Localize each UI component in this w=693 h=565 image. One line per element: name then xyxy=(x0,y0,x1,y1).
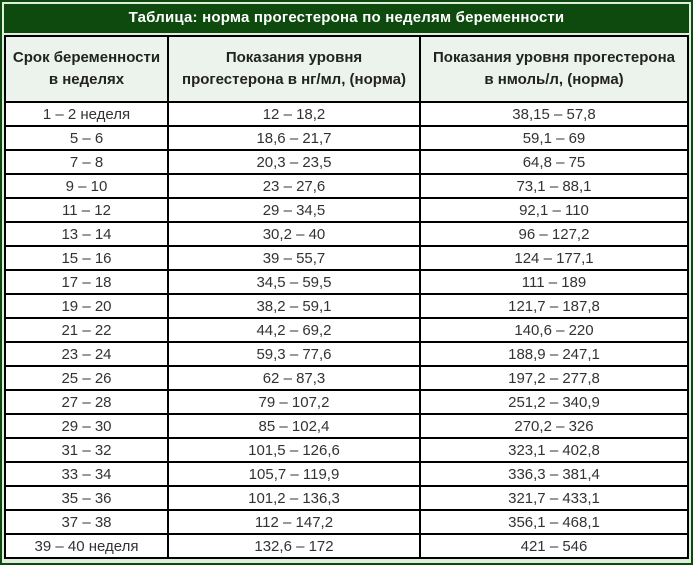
table-row: 31 – 32 101,5 – 126,6 323,1 – 402,8 xyxy=(4,437,689,463)
weeks-cell: 7 – 8 xyxy=(4,149,169,175)
nmol-l-value-cell: 421 – 546 xyxy=(419,533,689,559)
weeks-cell: 9 – 10 xyxy=(4,173,169,199)
ng-ml-value-cell: 132,6 – 172 xyxy=(167,533,421,559)
ng-ml-value-cell: 39 – 55,7 xyxy=(167,245,421,271)
column-header-weeks: Срок беременности в неделях xyxy=(4,35,169,103)
table-row: 27 – 28 79 – 107,2 251,2 – 340,9 xyxy=(4,389,689,415)
ng-ml-value-cell: 20,3 – 23,5 xyxy=(167,149,421,175)
ng-ml-value-cell: 34,5 – 59,5 xyxy=(167,269,421,295)
ng-ml-value-cell: 38,2 – 59,1 xyxy=(167,293,421,319)
ng-ml-value-cell: 85 – 102,4 xyxy=(167,413,421,439)
table-row: 11 – 12 29 – 34,5 92,1 – 110 xyxy=(4,197,689,223)
nmol-l-value-cell: 188,9 – 247,1 xyxy=(419,341,689,367)
ng-ml-value-cell: 79 – 107,2 xyxy=(167,389,421,415)
ng-ml-value-cell: 62 – 87,3 xyxy=(167,365,421,391)
ng-ml-value-cell: 59,3 – 77,6 xyxy=(167,341,421,367)
weeks-cell: 15 – 16 xyxy=(4,245,169,271)
nmol-l-value-cell: 251,2 – 340,9 xyxy=(419,389,689,415)
nmol-l-value-cell: 96 – 127,2 xyxy=(419,221,689,247)
nmol-l-value-cell: 140,6 – 220 xyxy=(419,317,689,343)
nmol-l-value-cell: 73,1 – 88,1 xyxy=(419,173,689,199)
weeks-cell: 29 – 30 xyxy=(4,413,169,439)
column-header-ng-ml: Показания уровня прогестерона в нг/мл, (… xyxy=(167,35,421,103)
weeks-cell: 39 – 40 неделя xyxy=(4,533,169,559)
table-row: 35 – 36 101,2 – 136,3 321,7 – 433,1 xyxy=(4,485,689,511)
table-row: 1 – 2 неделя 12 – 18,2 38,15 – 57,8 xyxy=(4,101,689,127)
ng-ml-value-cell: 18,6 – 21,7 xyxy=(167,125,421,151)
weeks-cell: 27 – 28 xyxy=(4,389,169,415)
nmol-l-value-cell: 64,8 – 75 xyxy=(419,149,689,175)
table-row: 33 – 34 105,7 – 119,9 336,3 – 381,4 xyxy=(4,461,689,487)
table-row: 23 – 24 59,3 – 77,6 188,9 – 247,1 xyxy=(4,341,689,367)
table-title: Таблица: норма прогестерона по неделям б… xyxy=(4,4,689,33)
nmol-l-value-cell: 92,1 – 110 xyxy=(419,197,689,223)
table-row: 15 – 16 39 – 55,7 124 – 177,1 xyxy=(4,245,689,271)
table-row: 21 – 22 44,2 – 69,2 140,6 – 220 xyxy=(4,317,689,343)
nmol-l-value-cell: 323,1 – 402,8 xyxy=(419,437,689,463)
weeks-cell: 35 – 36 xyxy=(4,485,169,511)
column-header-nmol-l: Показания уровня прогестерона в нмоль/л,… xyxy=(419,35,689,103)
table-row: 17 – 18 34,5 – 59,5 111 – 189 xyxy=(4,269,689,295)
ng-ml-value-cell: 112 – 147,2 xyxy=(167,509,421,535)
table-row: 25 – 26 62 – 87,3 197,2 – 277,8 xyxy=(4,365,689,391)
nmol-l-value-cell: 336,3 – 381,4 xyxy=(419,461,689,487)
nmol-l-value-cell: 197,2 – 277,8 xyxy=(419,365,689,391)
weeks-cell: 21 – 22 xyxy=(4,317,169,343)
nmol-l-value-cell: 121,7 – 187,8 xyxy=(419,293,689,319)
weeks-cell: 17 – 18 xyxy=(4,269,169,295)
nmol-l-value-cell: 321,7 – 433,1 xyxy=(419,485,689,511)
ng-ml-value-cell: 23 – 27,6 xyxy=(167,173,421,199)
table-body: 1 – 2 неделя 12 – 18,2 38,15 – 57,8 5 – 6 18… xyxy=(4,101,689,559)
table-row: 39 – 40 неделя 132,6 – 172 421 – 546 xyxy=(4,533,689,559)
header-row: Срок беременности в неделях Показания ур… xyxy=(4,35,689,103)
table-row: 5 – 6 18,6 – 21,7 59,1 – 69 xyxy=(4,125,689,151)
ng-ml-value-cell: 101,5 – 126,6 xyxy=(167,437,421,463)
ng-ml-value-cell: 30,2 – 40 xyxy=(167,221,421,247)
nmol-l-value-cell: 59,1 – 69 xyxy=(419,125,689,151)
nmol-l-value-cell: 270,2 – 326 xyxy=(419,413,689,439)
weeks-cell: 37 – 38 xyxy=(4,509,169,535)
weeks-cell: 33 – 34 xyxy=(4,461,169,487)
progesterone-norms-table: Срок беременности в неделях Показания ур… xyxy=(4,35,689,559)
ng-ml-value-cell: 44,2 – 69,2 xyxy=(167,317,421,343)
weeks-cell: 11 – 12 xyxy=(4,197,169,223)
table-row: 19 – 20 38,2 – 59,1 121,7 – 187,8 xyxy=(4,293,689,319)
table-row: 9 – 10 23 – 27,6 73,1 – 88,1 xyxy=(4,173,689,199)
weeks-cell: 1 – 2 неделя xyxy=(4,101,169,127)
table-row: 7 – 8 20,3 – 23,5 64,8 – 75 xyxy=(4,149,689,175)
weeks-cell: 13 – 14 xyxy=(4,221,169,247)
weeks-cell: 19 – 20 xyxy=(4,293,169,319)
ng-ml-value-cell: 12 – 18,2 xyxy=(167,101,421,127)
ng-ml-value-cell: 101,2 – 136,3 xyxy=(167,485,421,511)
weeks-cell: 5 – 6 xyxy=(4,125,169,151)
ng-ml-value-cell: 105,7 – 119,9 xyxy=(167,461,421,487)
nmol-l-value-cell: 124 – 177,1 xyxy=(419,245,689,271)
weeks-cell: 23 – 24 xyxy=(4,341,169,367)
ng-ml-value-cell: 29 – 34,5 xyxy=(167,197,421,223)
weeks-cell: 31 – 32 xyxy=(4,437,169,463)
nmol-l-value-cell: 38,15 – 57,8 xyxy=(419,101,689,127)
nmol-l-value-cell: 356,1 – 468,1 xyxy=(419,509,689,535)
table-row: 29 – 30 85 – 102,4 270,2 – 326 xyxy=(4,413,689,439)
table-row: 13 – 14 30,2 – 40 96 – 127,2 xyxy=(4,221,689,247)
table-row: 37 – 38 112 – 147,2 356,1 – 468,1 xyxy=(4,509,689,535)
weeks-cell: 25 – 26 xyxy=(4,365,169,391)
nmol-l-value-cell: 111 – 189 xyxy=(419,269,689,295)
